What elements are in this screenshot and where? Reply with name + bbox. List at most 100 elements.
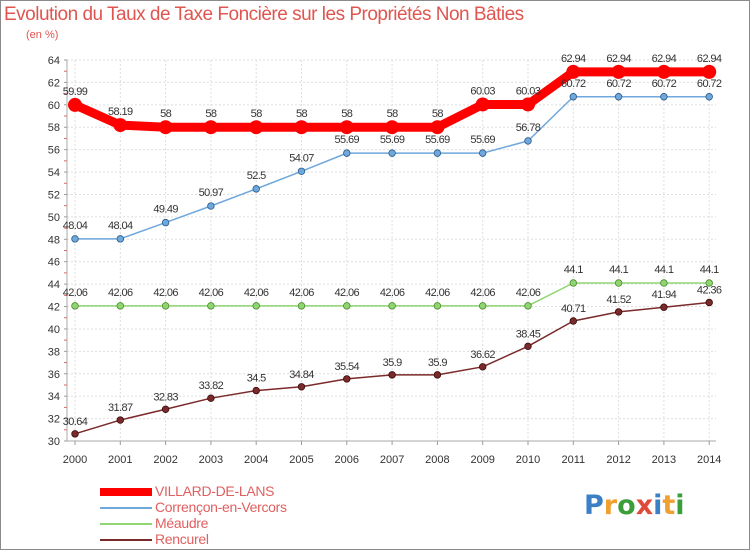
- legend-label-meaudre: Méaudre: [155, 515, 209, 531]
- data-label: 60.72: [652, 78, 677, 90]
- x-tick-label: 2012: [606, 454, 630, 466]
- x-tick-label: 2006: [335, 454, 359, 466]
- data-label: 38.45: [516, 328, 541, 340]
- data-label: 48.04: [108, 220, 133, 232]
- data-point: [705, 279, 713, 287]
- data-point: [479, 363, 487, 371]
- data-point: [207, 302, 215, 310]
- data-label: 55.69: [425, 134, 450, 146]
- data-point: [569, 317, 577, 325]
- data-point: [158, 120, 173, 135]
- data-point: [297, 302, 306, 310]
- data-point: [343, 149, 351, 157]
- x-tick-label: 2007: [380, 454, 404, 466]
- legend-item-villard: VILLARD-DE-LANS: [100, 483, 360, 500]
- y-tick-label: 52: [48, 189, 60, 201]
- data-point: [430, 120, 445, 135]
- data-point: [294, 120, 309, 135]
- data-label: 56.78: [516, 122, 541, 134]
- data-label: 31.87: [108, 402, 133, 414]
- data-point: [71, 302, 79, 310]
- y-tick-label: 34: [48, 391, 60, 403]
- data-label: 50.97: [199, 187, 224, 199]
- data-label: 58: [432, 108, 444, 120]
- data-label: 62.94: [606, 53, 631, 65]
- data-label: 36.62: [470, 349, 495, 361]
- x-tick-label: 2014: [697, 454, 721, 466]
- data-point: [252, 302, 260, 310]
- data-point: [252, 386, 260, 395]
- data-label: 62.94: [561, 53, 586, 65]
- data-point: [524, 302, 532, 310]
- data-label: 42.06: [289, 287, 314, 299]
- data-point: [479, 302, 487, 310]
- legend-label-correncon: Corrençon-en-Vercors: [155, 499, 287, 515]
- data-label: 35.54: [335, 361, 360, 373]
- legend-item-correncon: Corrençon-en-Vercors: [100, 499, 360, 516]
- y-tick-label: 60: [48, 100, 60, 112]
- data-point: [475, 97, 490, 112]
- data-point: [614, 308, 623, 316]
- x-tick-label: 2009: [470, 454, 494, 466]
- data-label: 52.5: [247, 170, 266, 182]
- data-point: [203, 120, 218, 135]
- data-point: [388, 302, 396, 310]
- data-label: 42.06: [108, 287, 133, 299]
- y-tick-label: 32: [48, 414, 60, 426]
- data-point: [343, 375, 351, 383]
- data-label: 58: [205, 108, 217, 120]
- data-label: 58: [341, 108, 353, 120]
- data-label: 41.52: [606, 294, 631, 306]
- data-point: [433, 149, 442, 157]
- data-point: [614, 279, 623, 287]
- data-point: [388, 149, 396, 157]
- data-point: [656, 64, 671, 79]
- y-tick-label: 30: [48, 436, 60, 448]
- data-label: 42.06: [153, 287, 178, 299]
- data-point: [524, 137, 532, 145]
- data-point: [433, 371, 442, 379]
- data-point: [433, 302, 442, 310]
- data-point: [385, 120, 400, 135]
- data-label: 34.84: [289, 369, 314, 381]
- legend-swatch-rencurel: [100, 539, 152, 541]
- x-tick-label: 2010: [516, 454, 540, 466]
- data-label: 42.06: [63, 287, 88, 299]
- data-label: 60.03: [470, 85, 495, 97]
- data-label: 58: [160, 108, 172, 120]
- data-point: [161, 218, 170, 227]
- y-tick-label: 44: [48, 279, 60, 291]
- data-label: 58.19: [108, 106, 133, 118]
- data-label: 34.5: [247, 373, 266, 385]
- data-point: [705, 298, 713, 307]
- data-point: [521, 97, 535, 112]
- data-label: 42.06: [470, 287, 495, 299]
- data-point: [297, 167, 306, 175]
- y-tick-label: 46: [48, 257, 60, 269]
- data-label: 44.1: [564, 264, 583, 276]
- data-point: [71, 235, 79, 243]
- chart-title: Evolution du Taux de Taxe Foncière sur l…: [4, 4, 524, 25]
- y-tick-label: 40: [48, 324, 60, 336]
- data-label: 62.94: [697, 53, 722, 65]
- x-tick-label: 2001: [108, 454, 132, 466]
- x-tick-label: 2003: [199, 454, 223, 466]
- data-label: 35.9: [383, 357, 402, 369]
- data-point: [161, 405, 170, 413]
- x-tick-label: 2013: [652, 454, 676, 466]
- data-point: [161, 302, 170, 310]
- data-label: 41.94: [652, 289, 677, 301]
- x-tick-label: 2000: [63, 454, 87, 466]
- data-label: 49.49: [153, 204, 178, 216]
- legend-item-rencurel: Rencurel: [100, 531, 360, 548]
- data-point: [113, 118, 128, 133]
- data-point: [611, 64, 626, 79]
- data-point: [660, 279, 668, 287]
- data-label: 55.69: [335, 134, 360, 146]
- y-tick-label: 42: [48, 302, 60, 314]
- data-point: [388, 371, 396, 379]
- data-point: [660, 303, 668, 311]
- data-point: [524, 342, 532, 351]
- data-point: [116, 416, 124, 424]
- legend-label-villard: VILLARD-DE-LANS: [155, 483, 275, 499]
